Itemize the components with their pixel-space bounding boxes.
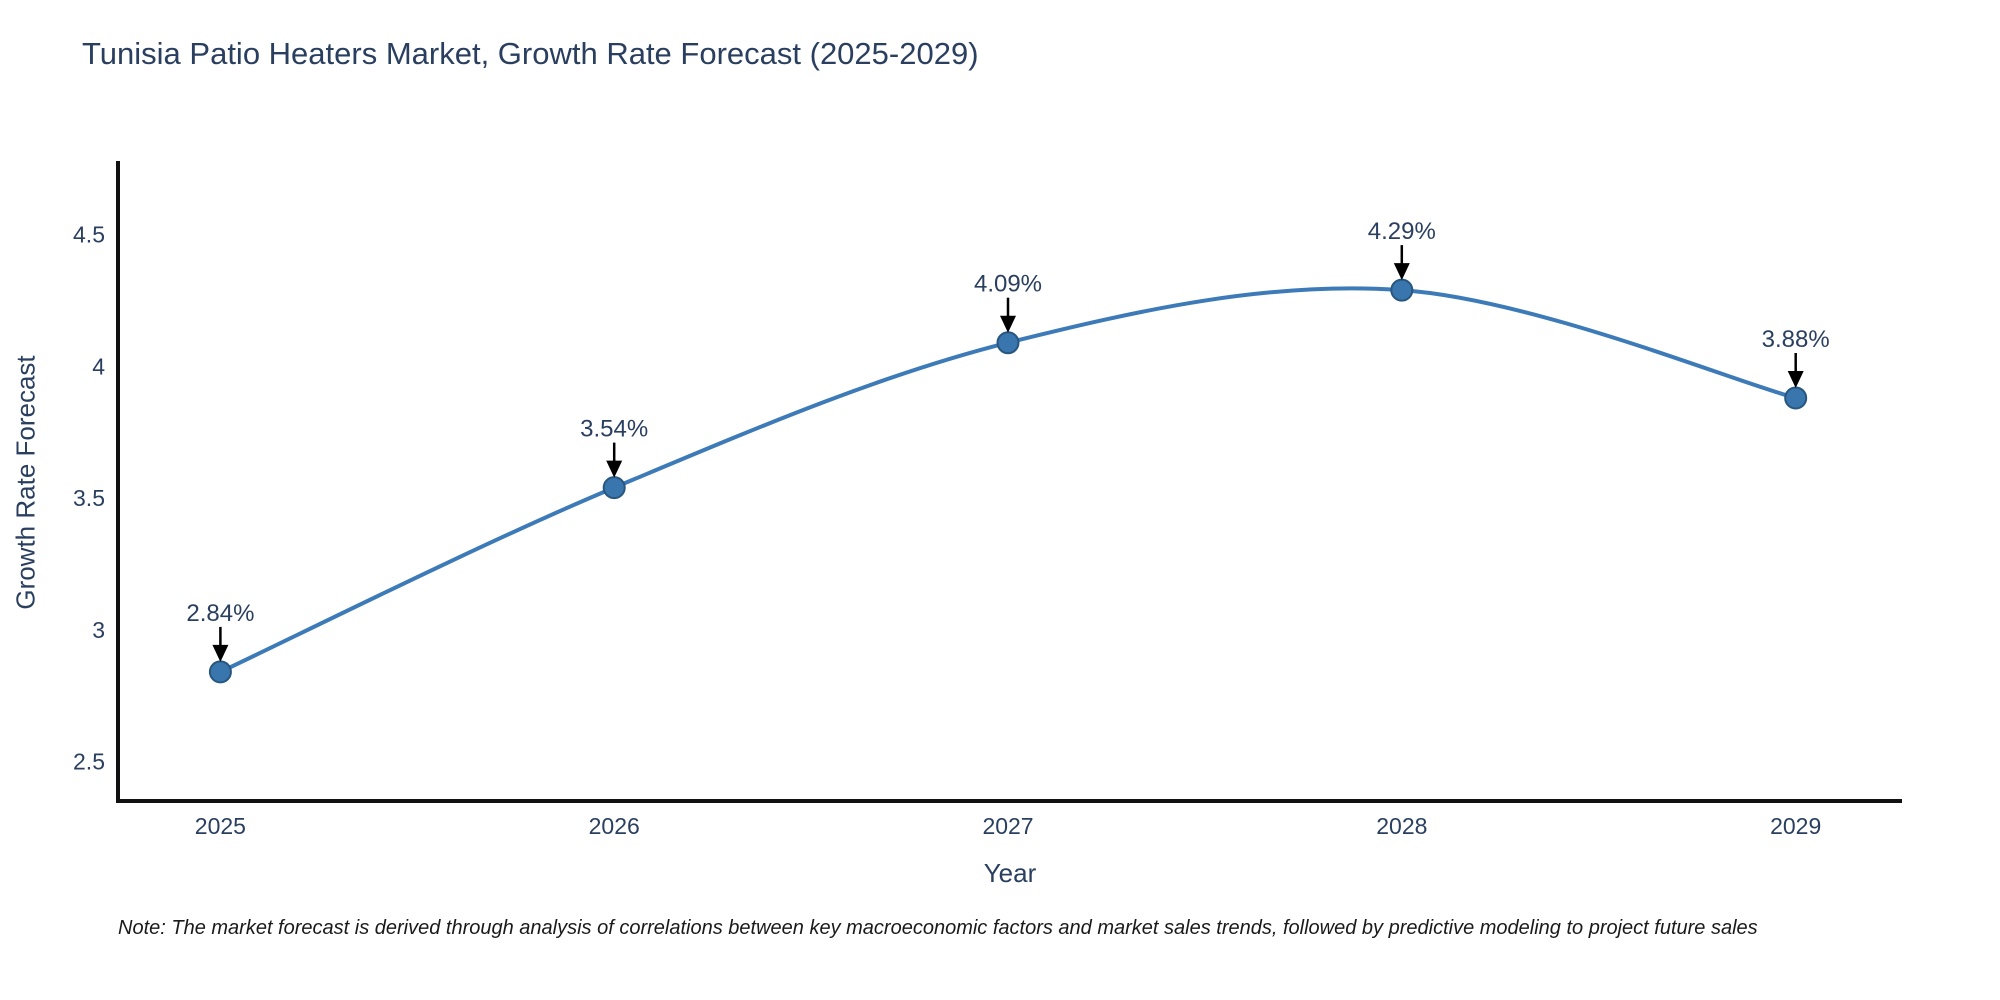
annotation-arrowhead-icon (1393, 263, 1410, 281)
data-point[interactable] (602, 476, 626, 500)
footnote: Note: The market forecast is derived thr… (118, 917, 1758, 939)
data-point-label: 4.29% (1368, 218, 1436, 245)
y-tick-label: 3 (92, 617, 105, 643)
annotation-arrowhead-icon (212, 644, 229, 662)
data-point[interactable] (1390, 278, 1414, 302)
y-tick-label: 4 (92, 353, 105, 379)
annotation-arrowhead-icon (1787, 371, 1804, 388)
data-point[interactable] (996, 331, 1020, 355)
x-tick-label: 2025 (195, 813, 246, 839)
x-tick-label: 2029 (1770, 813, 1821, 839)
y-axis-title: Growth Rate Forecast (10, 355, 41, 610)
annotation-arrowhead-icon (1000, 315, 1016, 333)
y-tick-label: 2.5 (73, 748, 105, 774)
data-point-label: 3.88% (1762, 326, 1830, 353)
data-point-label: 4.09% (974, 271, 1042, 298)
y-tick-label: 4.5 (73, 222, 105, 248)
x-tick-label: 2026 (589, 813, 640, 839)
axis-spines (116, 161, 1902, 803)
x-axis-title: Year (983, 858, 1037, 888)
x-tick-label: 2027 (982, 813, 1033, 839)
data-point-label: 2.84% (186, 600, 254, 627)
y-tick-label: 3.5 (73, 485, 105, 511)
data-point[interactable] (1784, 386, 1808, 410)
data-point[interactable] (208, 660, 232, 684)
chart-title: Tunisia Patio Heaters Market, Growth Rat… (82, 36, 979, 71)
annotation-arrowhead-icon (606, 460, 623, 478)
x-tick-label: 2028 (1376, 813, 1427, 839)
data-point-label: 3.54% (580, 416, 648, 443)
